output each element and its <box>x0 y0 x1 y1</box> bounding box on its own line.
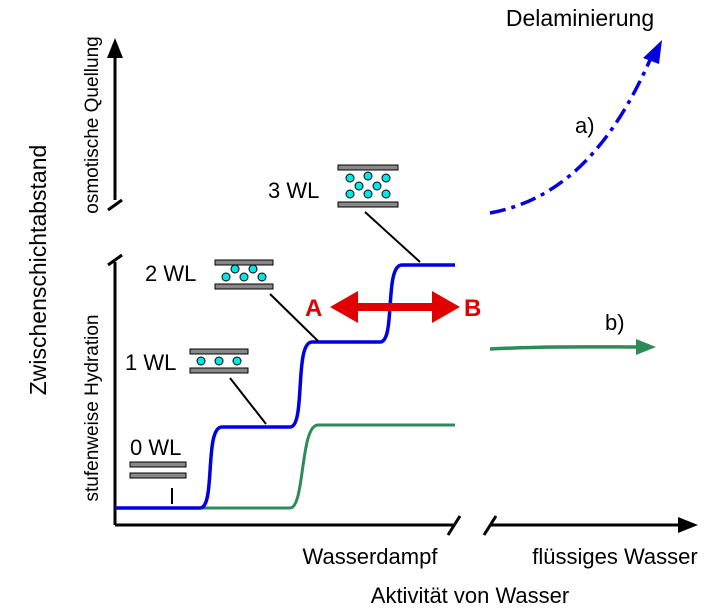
x-label-left: Wasserdampf <box>303 544 439 569</box>
layer-label: 2 WL <box>145 261 196 286</box>
axes <box>107 38 698 535</box>
layer-label: 0 WL <box>130 435 181 460</box>
layer-label: 1 WL <box>125 350 176 375</box>
y-axis-upper: osmotische Quellung <box>82 36 103 213</box>
arrow-label: A <box>305 295 322 322</box>
delamination-label: Delaminierung <box>506 5 654 31</box>
curve-label: b) <box>605 310 625 335</box>
delamination-curve <box>490 60 650 213</box>
x-label-right: flüssiges Wasser <box>532 544 697 569</box>
x-axis-title: Aktivität von Wasser <box>371 583 569 608</box>
blue-curve <box>115 265 455 508</box>
arrowhead <box>636 339 656 355</box>
curve-label: a) <box>575 113 595 138</box>
diagram: Delaminierung a) b) 3 WL 2 WL 1 WL 0 WL … <box>0 0 723 611</box>
y-axis-lower: stufenweise Hydration <box>82 315 103 502</box>
layer-label: 3 WL <box>268 178 319 203</box>
arrowhead <box>643 40 662 64</box>
double-arrow <box>330 291 460 323</box>
arrow-label: B <box>464 295 481 322</box>
swelling-b-curve <box>490 347 638 349</box>
y-axis-title: Zwischenschichtabstand <box>25 145 51 396</box>
